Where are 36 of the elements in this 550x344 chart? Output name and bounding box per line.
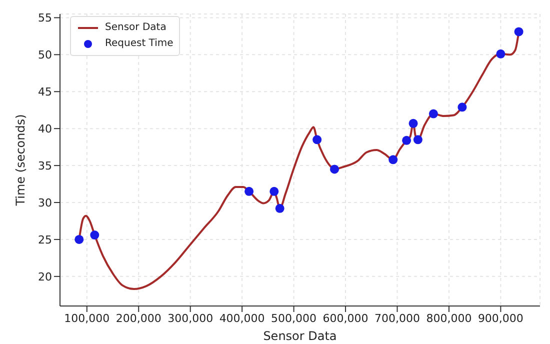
x-tick-label: 600,000	[322, 312, 368, 325]
point	[408, 118, 418, 128]
y-tick-label: 50	[38, 48, 52, 62]
point	[413, 135, 422, 144]
legend-label: Request Time	[105, 37, 174, 51]
x-tick-label: 100,000	[64, 312, 110, 325]
y-tick-label: 55	[38, 12, 52, 25]
y-tick-label: 40	[38, 122, 52, 136]
x-tick-label: 900,000	[478, 312, 524, 325]
point	[402, 136, 412, 145]
x-tick-label: 200,000	[116, 312, 162, 325]
point	[275, 204, 284, 213]
y-axis-title: Time (seconds)	[13, 114, 28, 207]
point	[428, 109, 438, 118]
point	[270, 186, 279, 196]
x-tick-label: 400,000	[219, 312, 265, 325]
y-tick-label: 30	[38, 196, 52, 210]
x-axis-title: Sensor Data	[263, 329, 337, 343]
point	[312, 135, 322, 144]
point	[244, 186, 254, 196]
x-tick-label: 500,000	[271, 312, 317, 325]
point	[330, 164, 340, 174]
point	[458, 102, 467, 112]
x-tick-label: 300,000	[168, 312, 214, 325]
y-tick-label: 35	[38, 159, 52, 172]
y-tick-label: 25	[38, 233, 52, 246]
point	[496, 49, 506, 58]
point	[388, 155, 398, 164]
legend-label: Sensor Data	[105, 21, 166, 35]
point	[74, 234, 84, 244]
y-tick-label: 20	[38, 270, 52, 284]
x-tick-label: 800,000	[426, 312, 472, 325]
point	[90, 230, 100, 240]
point	[514, 27, 524, 36]
x-tick-label: 700,000	[374, 312, 420, 325]
y-tick-label: 45	[38, 86, 52, 99]
